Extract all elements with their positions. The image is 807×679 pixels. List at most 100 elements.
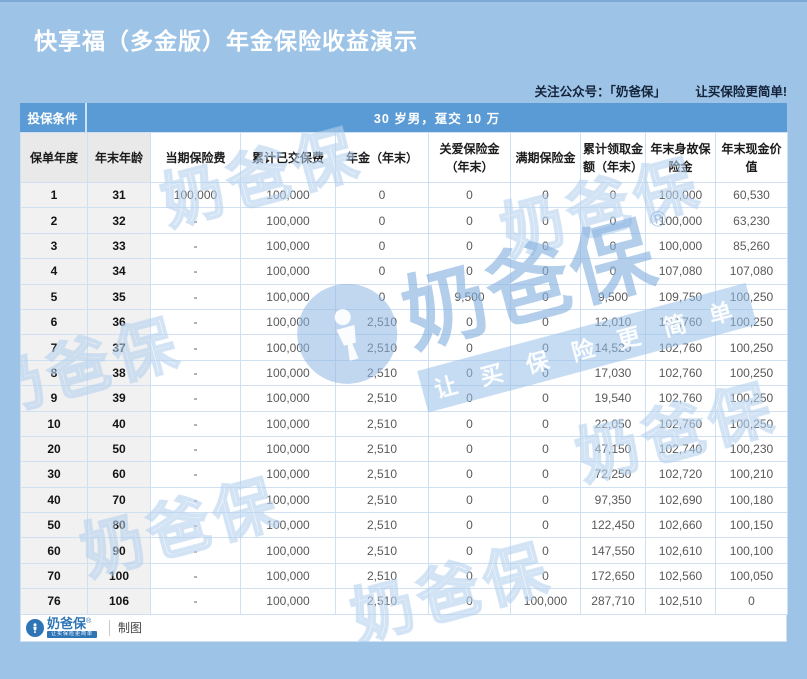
column-header: 满期保险金 <box>510 132 581 183</box>
cell: 36 <box>87 308 151 336</box>
cell: 0 <box>335 207 429 234</box>
cell: 0 <box>428 512 511 539</box>
cell: 0 <box>510 232 581 260</box>
cell: 47,150 <box>580 435 646 463</box>
cell: 2,510 <box>335 385 429 412</box>
cell: 102,610 <box>645 537 716 564</box>
cell: 34 <box>87 258 151 285</box>
cell: 102,510 <box>645 588 716 615</box>
cell: 97,350 <box>580 486 646 514</box>
cell: 100,210 <box>715 461 788 488</box>
cell: - <box>150 385 241 412</box>
cell: 0 <box>510 385 581 412</box>
cell: 100,000 <box>240 207 336 234</box>
cell: 102,660 <box>645 512 716 539</box>
cell: - <box>150 512 241 539</box>
cell: 100,250 <box>715 283 788 310</box>
column-header: 年金（年末） <box>335 132 429 183</box>
cell: 100,000 <box>240 410 336 437</box>
cell: 100,000 <box>240 537 336 564</box>
cell: 100,000 <box>645 207 716 234</box>
cell: 107,080 <box>645 258 716 285</box>
cell: 100,000 <box>240 461 336 488</box>
cell: 0 <box>510 308 581 336</box>
cell: 0 <box>335 232 429 260</box>
cell: 2,510 <box>335 512 429 539</box>
cell: 0 <box>510 334 581 361</box>
follow-note: 关注公众号：「奶爸保」 让买保险更简单! <box>535 81 787 100</box>
cell: 0 <box>510 359 581 387</box>
cell: - <box>150 334 241 361</box>
footer-divider <box>109 619 110 636</box>
cell: 0 <box>510 486 581 514</box>
cell: 0 <box>580 207 646 234</box>
column-header: 年末年龄 <box>87 132 151 183</box>
table-row: 6 36-100,000 2,510 0 0 12,010 102,760 100,250 <box>20 308 788 336</box>
cell: 102,760 <box>645 410 716 437</box>
registered-mark-icon: ® <box>86 618 92 626</box>
cell: 2,510 <box>335 461 429 488</box>
cell: 100,000 <box>240 334 336 361</box>
cell: - <box>150 258 241 285</box>
column-header: 年末现金价 值 <box>715 132 788 183</box>
cell: 147,550 <box>580 537 646 564</box>
cell: 100,250 <box>715 410 788 437</box>
table-row: 50 80-100,000 2,510 0 0 122,450 102,660 100,150 <box>20 512 788 539</box>
cell: - <box>150 410 241 437</box>
table-row: 30 60-100,000 2,510 0 0 72,250 102,720 100,210 <box>20 461 788 488</box>
cell: 32 <box>87 207 151 234</box>
cell: 100,000 <box>240 562 336 590</box>
cell: 100 <box>87 562 151 590</box>
cell: 0 <box>510 181 581 209</box>
brand-line: 奶爸保 ® <box>47 617 97 630</box>
cell: 0 <box>428 385 511 412</box>
table-row: 9 39-100,000 2,510 0 0 19,540 102,760 100,250 <box>20 385 788 412</box>
cell: 100,250 <box>715 334 788 361</box>
cell: 0 <box>510 258 581 285</box>
column-header: 累计领取金 额（年末） <box>580 132 646 183</box>
cell: 63,230 <box>715 207 788 234</box>
cell: 100,000 <box>150 181 241 209</box>
cell: 60 <box>87 461 151 488</box>
cell: 0 <box>428 359 511 387</box>
cell: - <box>150 308 241 336</box>
cell: 100,000 <box>240 308 336 336</box>
cell: 0 <box>510 537 581 564</box>
condition-row: 投保条件 30 岁男，趸交 10 万 <box>20 103 787 132</box>
cell: 40 <box>87 410 151 437</box>
column-header: 关爱保险金 （年末） <box>428 132 511 183</box>
cell: 4 <box>20 258 88 285</box>
cell: 100,250 <box>715 359 788 387</box>
cell: 85,260 <box>715 232 788 260</box>
cell: 100,250 <box>715 385 788 412</box>
cell: 100,000 <box>240 181 336 209</box>
cell: 100,000 <box>240 588 336 615</box>
cell: 102,760 <box>645 359 716 387</box>
cell: 0 <box>715 588 788 615</box>
cell: 12,010 <box>580 308 646 336</box>
cell: 100,250 <box>715 308 788 336</box>
cell: - <box>150 537 241 564</box>
cell: 0 <box>428 207 511 234</box>
naibabao-logo-icon <box>26 618 44 637</box>
header-row: 保单年度 年末年龄 当期保险费 累计已交保费 年金（年末） 关爱保险金 （年末） 满期保险金… <box>20 132 788 183</box>
cell: - <box>150 486 241 514</box>
cell: 33 <box>87 232 151 260</box>
cell: 0 <box>335 258 429 285</box>
table-row: 5 35-100,000 0 9,500 0 9,500 109,750 100,250 <box>20 283 788 310</box>
cell: 100,000 <box>240 486 336 514</box>
cell: 5 <box>20 283 88 310</box>
cell: 107,080 <box>715 258 788 285</box>
cell: 0 <box>428 537 511 564</box>
table-row: 20 50-100,000 2,510 0 0 47,150 102,740 100,230 <box>20 435 788 463</box>
cell: 19,540 <box>580 385 646 412</box>
cell: 0 <box>580 258 646 285</box>
cell: 102,720 <box>645 461 716 488</box>
cell: 60,530 <box>715 181 788 209</box>
cell: 22,050 <box>580 410 646 437</box>
column-header: 累计已交保费 <box>240 132 336 183</box>
cell: 100,000 <box>240 385 336 412</box>
cell: 0 <box>428 410 511 437</box>
benefit-data-table: 保单年度 年末年龄 当期保险费 累计已交保费 年金（年末） 关爱保险金 （年末） 满期保险金… <box>20 132 788 615</box>
cell: 2,510 <box>335 537 429 564</box>
